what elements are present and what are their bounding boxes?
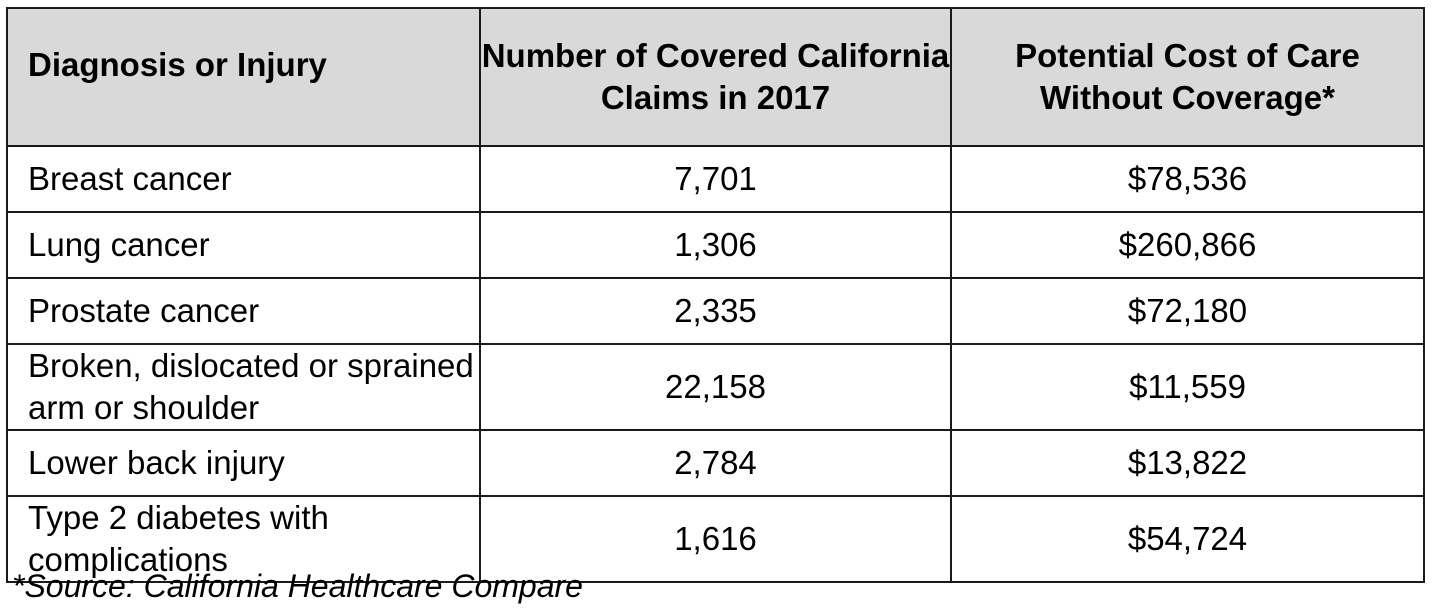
- cost-cell: $72,180: [950, 277, 1425, 345]
- header-diagnosis: Diagnosis or Injury: [6, 7, 481, 147]
- cost-cell: $78,536: [950, 145, 1425, 213]
- diagnosis-cell: Type 2 diabetes with complications: [6, 495, 481, 583]
- diagnosis-cell: Broken, dislocated or sprained arm or sh…: [6, 343, 481, 431]
- claims-cell: 2,335: [479, 277, 952, 345]
- header-claims-count: Number of Covered California Claims in 2…: [479, 7, 952, 147]
- table-row: Broken, dislocated or sprained arm or sh…: [6, 343, 1425, 431]
- cost-cell: $54,724: [950, 495, 1425, 583]
- table-row: Lung cancer 1,306 $260,866: [6, 211, 1425, 279]
- claims-cell: 1,306: [479, 211, 952, 279]
- diagnosis-cell: Lung cancer: [6, 211, 481, 279]
- diagnosis-cell: Lower back injury: [6, 429, 481, 497]
- claims-table: Diagnosis or Injury Number of Covered Ca…: [6, 7, 1425, 583]
- table-header-row: Diagnosis or Injury Number of Covered Ca…: [6, 7, 1425, 147]
- diagnosis-cell: Breast cancer: [6, 145, 481, 213]
- diagnosis-cell: Prostate cancer: [6, 277, 481, 345]
- claims-cell: 22,158: [479, 343, 952, 431]
- table-row: Lower back injury 2,784 $13,822: [6, 429, 1425, 497]
- table-row: Prostate cancer 2,335 $72,180: [6, 277, 1425, 345]
- header-potential-cost: Potential Cost of Care Without Coverage*: [950, 7, 1425, 147]
- claims-cell: 1,616: [479, 495, 952, 583]
- source-footnote: *Source: California Healthcare Compare: [12, 568, 583, 604]
- claims-cell: 7,701: [479, 145, 952, 213]
- table-row: Type 2 diabetes with complications 1,616…: [6, 495, 1425, 583]
- cost-cell: $13,822: [950, 429, 1425, 497]
- table-row: Breast cancer 7,701 $78,536: [6, 145, 1425, 213]
- claims-cell: 2,784: [479, 429, 952, 497]
- cost-cell: $11,559: [950, 343, 1425, 431]
- cost-cell: $260,866: [950, 211, 1425, 279]
